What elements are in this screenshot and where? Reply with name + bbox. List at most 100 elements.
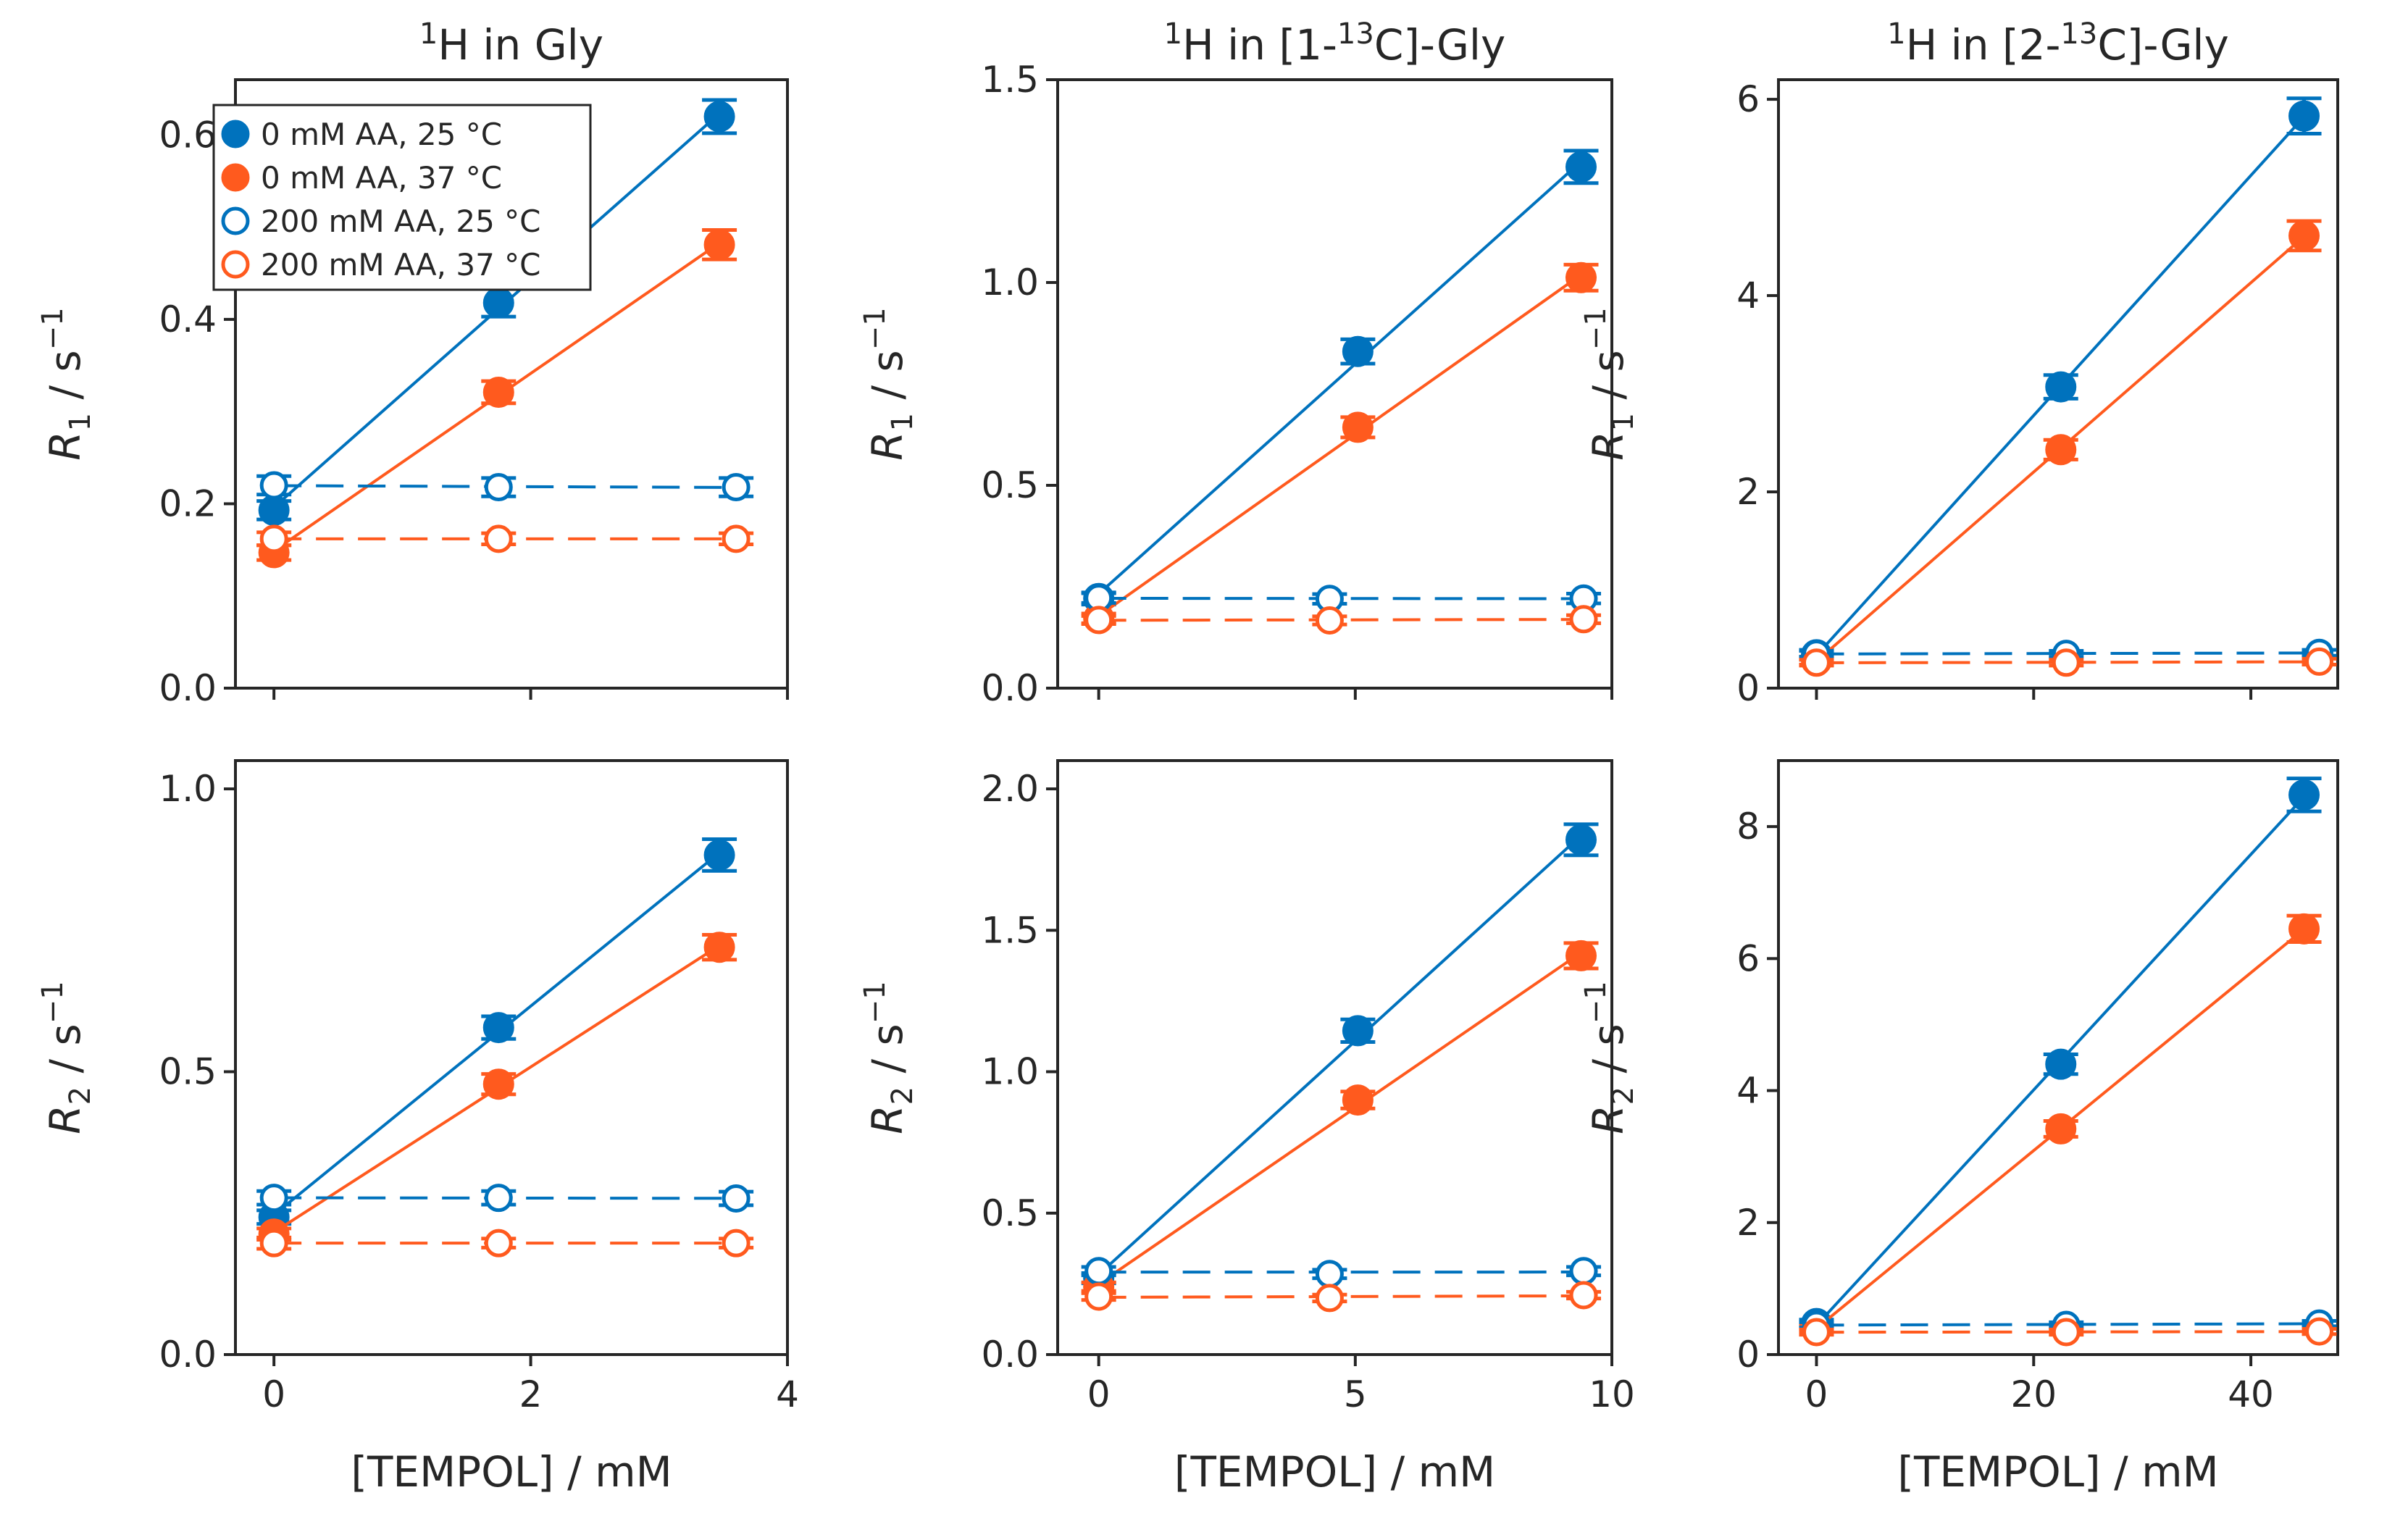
data-point: [1084, 1282, 1113, 1311]
y-tick-label-text: 0.5: [159, 1051, 217, 1093]
fit-line: [1098, 618, 1584, 622]
y-label-symbol: R: [1584, 431, 1633, 460]
x-tick-label-text: 2: [519, 1373, 543, 1415]
y-tick-label-text: 0.4: [159, 298, 217, 340]
y-label-exponent: −1: [858, 307, 892, 350]
y-tick-label: 0: [1736, 1334, 1760, 1376]
data-point: [2288, 100, 2320, 132]
panel-r1-1c: 0.00.51.01.5R1 / s−11H in [1-13C]-Gly: [858, 17, 1613, 709]
y-tick-label-text: 0.6: [159, 114, 217, 156]
data-point: [1569, 1281, 1598, 1310]
y-label-subscript: 1: [886, 413, 919, 431]
y-tick-label: 1.0: [981, 1051, 1039, 1093]
data-point: [1569, 605, 1598, 634]
data-point: [484, 473, 513, 502]
fit-line: [1098, 834, 1582, 1276]
title-text: H in [2-: [1906, 20, 2061, 70]
legend-label: 0 mM AA, 25 °C: [261, 117, 502, 152]
y-label-exponent: −1: [36, 981, 70, 1024]
data-point: [2305, 1317, 2334, 1346]
data-point: [1802, 648, 1831, 677]
y-tick-label-text: 1.5: [981, 909, 1039, 951]
x-axis-label-text: [TEMPOL] / mM: [1174, 1447, 1495, 1497]
x-axis-label: [TEMPOL] / mM: [351, 1447, 672, 1497]
y-tick-label-text: 0: [1736, 1334, 1760, 1376]
data-point: [2045, 1113, 2077, 1145]
data-point: [1315, 1260, 1344, 1289]
data-point: [1565, 940, 1597, 971]
data-point: [1342, 335, 1374, 367]
data-point: [259, 1184, 288, 1213]
y-label-exponent: −1: [36, 307, 70, 350]
series-1: [256, 227, 737, 569]
y-label-unit: / s: [1584, 1024, 1633, 1087]
y-label-unit: / s: [863, 350, 912, 413]
x-tick-label-text: 0: [262, 1373, 285, 1415]
data-point: [2288, 219, 2320, 251]
plot-frame: [1056, 759, 1613, 1356]
y-tick-label-text: 0.0: [159, 667, 217, 709]
fit-line: [1098, 596, 1584, 601]
y-tick-label-text: 2: [1736, 471, 1760, 513]
y-tick-label-text: 4: [1736, 275, 1760, 317]
legend-label: 200 mM AA, 37 °C: [261, 247, 540, 283]
data-point: [1802, 1318, 1831, 1347]
y-tick-label-text: 6: [1736, 78, 1760, 120]
fit-line: [1098, 951, 1582, 1286]
data-point: [482, 376, 514, 408]
x-tick-label: 0: [1087, 1373, 1111, 1415]
y-tick-label: 0.5: [981, 464, 1039, 506]
y-label-unit: / s: [41, 1024, 90, 1087]
y-tick-label: 0: [1736, 667, 1760, 709]
y-tick-label: 6: [1736, 78, 1760, 120]
y-tick-label-text: 2.0: [981, 768, 1039, 810]
data-point: [722, 1229, 751, 1258]
y-axis-label: R2 / s−1: [858, 981, 919, 1134]
legend-marker: [221, 120, 250, 148]
data-point: [1084, 606, 1113, 635]
x-tick-label-text: 0: [1087, 1373, 1111, 1415]
panel-r1-gly: 0.00.20.40.6R1 / s−11H in Gly: [36, 17, 789, 709]
legend-label: 200 mM AA, 25 °C: [261, 204, 540, 239]
data-point: [259, 471, 288, 500]
panel-title: 1H in [1-13C]-Gly: [1164, 17, 1506, 70]
series-1: [1081, 940, 1599, 1302]
y-axis-label: R2 / s−1: [1579, 981, 1640, 1134]
x-tick-label: 20: [2010, 1373, 2057, 1415]
y-tick-label: 0.5: [159, 1051, 217, 1093]
y-tick-label: 6: [1736, 937, 1760, 979]
y-tick-label-text: 0.2: [159, 482, 217, 524]
legend-marker: [221, 206, 250, 235]
y-tick-label-text: 1.0: [981, 261, 1039, 304]
x-tick-label: 40: [2228, 1373, 2274, 1415]
y-axis-label: R2 / s−1: [36, 981, 97, 1134]
x-tick-label-text: 40: [2228, 1373, 2274, 1415]
x-tick-label: 0: [1805, 1373, 1828, 1415]
title-superscript: 1: [419, 17, 438, 51]
title-text: H in Gly: [438, 20, 603, 70]
plot-frame: [234, 759, 789, 1356]
data-point: [259, 1229, 288, 1258]
series-3: [1799, 647, 2337, 677]
y-tick-label-text: 0.0: [981, 667, 1039, 709]
y-label-symbol: R: [863, 431, 912, 460]
title-superscript: 1: [1164, 17, 1182, 51]
legend-entry: 200 mM AA, 37 °C: [261, 247, 540, 283]
legend: 0 mM AA, 25 °C 0 mM AA, 37 °C 200 mM AA, 2…: [212, 104, 592, 291]
y-label-exponent: −1: [1579, 981, 1613, 1024]
y-label-subscript: 2: [64, 1087, 97, 1105]
legend-entry: 0 mM AA, 37 °C: [261, 160, 502, 196]
series-1: [1799, 913, 2322, 1344]
y-tick-label: 0.0: [159, 667, 217, 709]
x-tick-label: 5: [1344, 1373, 1367, 1415]
y-label-subscript: 2: [886, 1087, 919, 1105]
legend-entry: 0 mM AA, 25 °C: [261, 117, 502, 152]
data-point: [1569, 1257, 1598, 1286]
x-tick-label-text: 0: [1805, 1373, 1828, 1415]
x-tick-label: 10: [1589, 1373, 1635, 1415]
data-point: [1565, 261, 1597, 293]
title-text: C]-Gly: [2097, 20, 2229, 70]
y-tick-label: 8: [1736, 805, 1760, 848]
y-label-exponent: −1: [1579, 307, 1613, 350]
data-point: [1084, 1257, 1113, 1286]
